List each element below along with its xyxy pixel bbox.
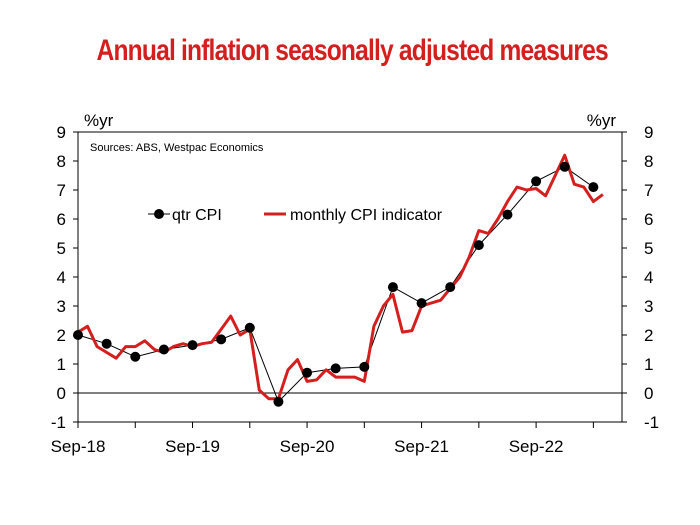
source-note: Sources: ABS, Westpac Economics <box>90 142 264 154</box>
y-tick-label-left: 7 <box>57 181 66 200</box>
qtr-cpi-point <box>531 176 542 187</box>
qtr-cpi-point <box>101 338 112 349</box>
y-tick-label-right: 9 <box>644 123 653 142</box>
y-tick-label-left: 9 <box>57 123 66 142</box>
y-tick-label-left: 8 <box>57 152 66 171</box>
y-tick-label-right: -1 <box>644 413 659 432</box>
qtr-cpi-point <box>473 240 484 251</box>
y-tick-label-right: 3 <box>644 297 653 316</box>
x-tick-label: Sep-20 <box>280 437 335 456</box>
y-tick-label-left: 0 <box>57 384 66 403</box>
y-tick-label-right: 1 <box>644 355 653 374</box>
qtr-cpi-point <box>187 340 198 351</box>
legend-qtr-label: qtr CPI <box>172 207 222 224</box>
qtr-cpi-point <box>559 161 570 172</box>
monthly-cpi-line <box>77 153 604 401</box>
qtr-cpi-point <box>387 282 398 293</box>
y-tick-label-right: 7 <box>644 181 653 200</box>
qtr-cpi-point <box>244 322 255 333</box>
y-unit-left: %yr <box>84 111 114 130</box>
legend-qtr-marker <box>154 209 164 219</box>
x-tick-label: Sep-19 <box>165 437 220 456</box>
x-tick-label: Sep-21 <box>394 437 449 456</box>
qtr-cpi-point <box>416 298 427 309</box>
qtr-cpi-point <box>158 344 169 355</box>
y-tick-label-right: 0 <box>644 384 653 403</box>
y-tick-label-left: 1 <box>57 355 66 374</box>
qtr-cpi-point <box>73 330 83 340</box>
y-tick-label-left: 5 <box>57 239 66 258</box>
qtr-cpi-point <box>445 282 456 293</box>
y-tick-label-right: 5 <box>644 239 653 258</box>
chart-title: Annual inflation seasonally adjusted mea… <box>96 34 609 67</box>
y-tick-label-left: -1 <box>51 413 66 432</box>
legend-monthly-label: monthly CPI indicator <box>290 207 443 224</box>
y-tick-label-left: 6 <box>57 210 66 229</box>
y-tick-label-right: 2 <box>644 326 653 345</box>
qtr-cpi-point <box>130 351 141 362</box>
y-unit-right: %yr <box>587 111 617 130</box>
qtr-cpi-point <box>216 334 227 345</box>
x-tick-label: Sep-18 <box>51 437 106 456</box>
y-tick-label-right: 8 <box>644 152 653 171</box>
qtr-cpi-point <box>330 363 341 374</box>
y-tick-label-right: 6 <box>644 210 653 229</box>
y-tick-label-right: 4 <box>644 268 653 287</box>
qtr-cpi-point <box>502 209 513 220</box>
y-tick-label-left: 2 <box>57 326 66 345</box>
x-tick-label: Sep-22 <box>509 437 564 456</box>
y-tick-label-left: 3 <box>57 297 66 316</box>
qtr-cpi-point <box>588 182 599 193</box>
qtr-cpi-point <box>359 361 370 372</box>
qtr-cpi-point <box>302 367 313 378</box>
y-tick-label-left: 4 <box>57 268 66 287</box>
qtr-cpi-point <box>273 396 284 407</box>
